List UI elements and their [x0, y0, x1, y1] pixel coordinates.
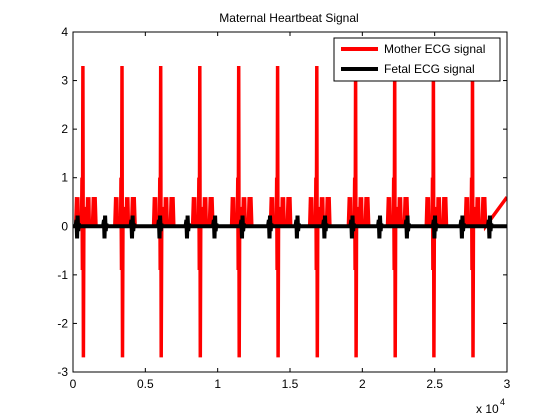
- tick-layer: 0 0.5 1 1.5 2 2.5 3 -3 -2 -1 0 1 2 3 4: [57, 25, 510, 391]
- x-tick-label: 0.5: [137, 377, 154, 391]
- x-tick-label: 2: [359, 377, 366, 391]
- x-multiplier-exponent: 4: [500, 397, 505, 407]
- legend-label-mother: Mother ECG signal: [384, 42, 485, 56]
- y-tick-label: -1: [57, 268, 68, 282]
- y-tick-label: 1: [61, 171, 68, 185]
- y-tick-label: 0: [61, 219, 68, 233]
- x-tick-label: 1.5: [282, 377, 299, 391]
- series-line-fetal: [73, 215, 507, 239]
- series-layer: [73, 65, 507, 358]
- x-tick-label: 2.5: [426, 377, 443, 391]
- x-tick-label: 0: [70, 377, 77, 391]
- y-tick-label: 4: [61, 25, 68, 39]
- legend-box: [333, 37, 501, 82]
- series-line-mother: [73, 65, 507, 358]
- plot-area: 0 0.5 1 1.5 2 2.5 3 -3 -2 -1 0 1 2 3 4: [57, 25, 510, 391]
- x-multiplier-label: x 10: [476, 402, 499, 416]
- y-tick-label: 3: [61, 74, 68, 88]
- y-tick-label: -3: [57, 365, 68, 379]
- x-tick-label: 3: [504, 377, 511, 391]
- y-tick-label: 2: [61, 122, 68, 136]
- x-tick-label: 1: [214, 377, 221, 391]
- legend-label-fetal: Fetal ECG signal: [384, 62, 475, 76]
- y-tick-label: -2: [57, 316, 68, 330]
- x-multiplier: x 10 4: [476, 397, 505, 416]
- legend: Mother ECG signal Fetal ECG signal: [333, 37, 501, 82]
- chart-title: Maternal Heartbeat Signal: [219, 11, 358, 25]
